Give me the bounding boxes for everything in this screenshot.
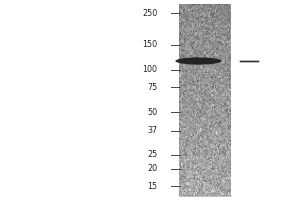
Text: 100: 100 [142, 65, 158, 74]
Text: 150: 150 [142, 40, 158, 49]
Text: 75: 75 [147, 83, 158, 92]
Text: 50: 50 [147, 108, 158, 117]
Text: 250: 250 [142, 9, 158, 18]
Text: 20: 20 [147, 164, 158, 173]
Text: 37: 37 [147, 126, 158, 135]
Text: 15: 15 [147, 182, 158, 191]
Ellipse shape [175, 57, 221, 65]
Text: 25: 25 [147, 150, 158, 159]
